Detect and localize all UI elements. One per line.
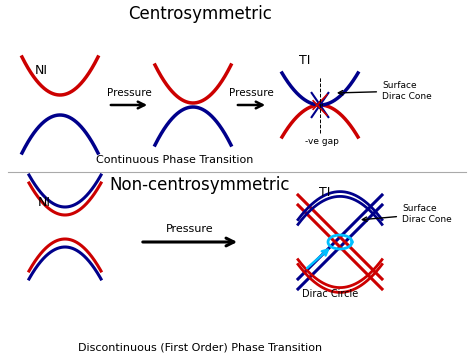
Text: Surface
Dirac Cone: Surface Dirac Cone: [338, 81, 432, 101]
Text: NI: NI: [35, 63, 48, 77]
Text: TI: TI: [319, 185, 331, 198]
Text: Pressure: Pressure: [107, 88, 151, 98]
Text: Surface
Dirac Cone: Surface Dirac Cone: [362, 204, 452, 224]
Text: -ve gap: -ve gap: [305, 137, 339, 146]
Text: Non-centrosymmetric: Non-centrosymmetric: [110, 176, 290, 194]
Text: Continuous Phase Transition: Continuous Phase Transition: [96, 155, 254, 165]
Text: NI: NI: [38, 195, 51, 208]
Text: Dirac Circle: Dirac Circle: [302, 289, 358, 299]
Text: TI: TI: [299, 54, 310, 67]
Text: Pressure: Pressure: [166, 224, 214, 234]
Text: Centrosymmetric: Centrosymmetric: [128, 5, 272, 23]
Text: Discontinuous (First Order) Phase Transition: Discontinuous (First Order) Phase Transi…: [78, 342, 322, 352]
Text: Pressure: Pressure: [228, 88, 273, 98]
